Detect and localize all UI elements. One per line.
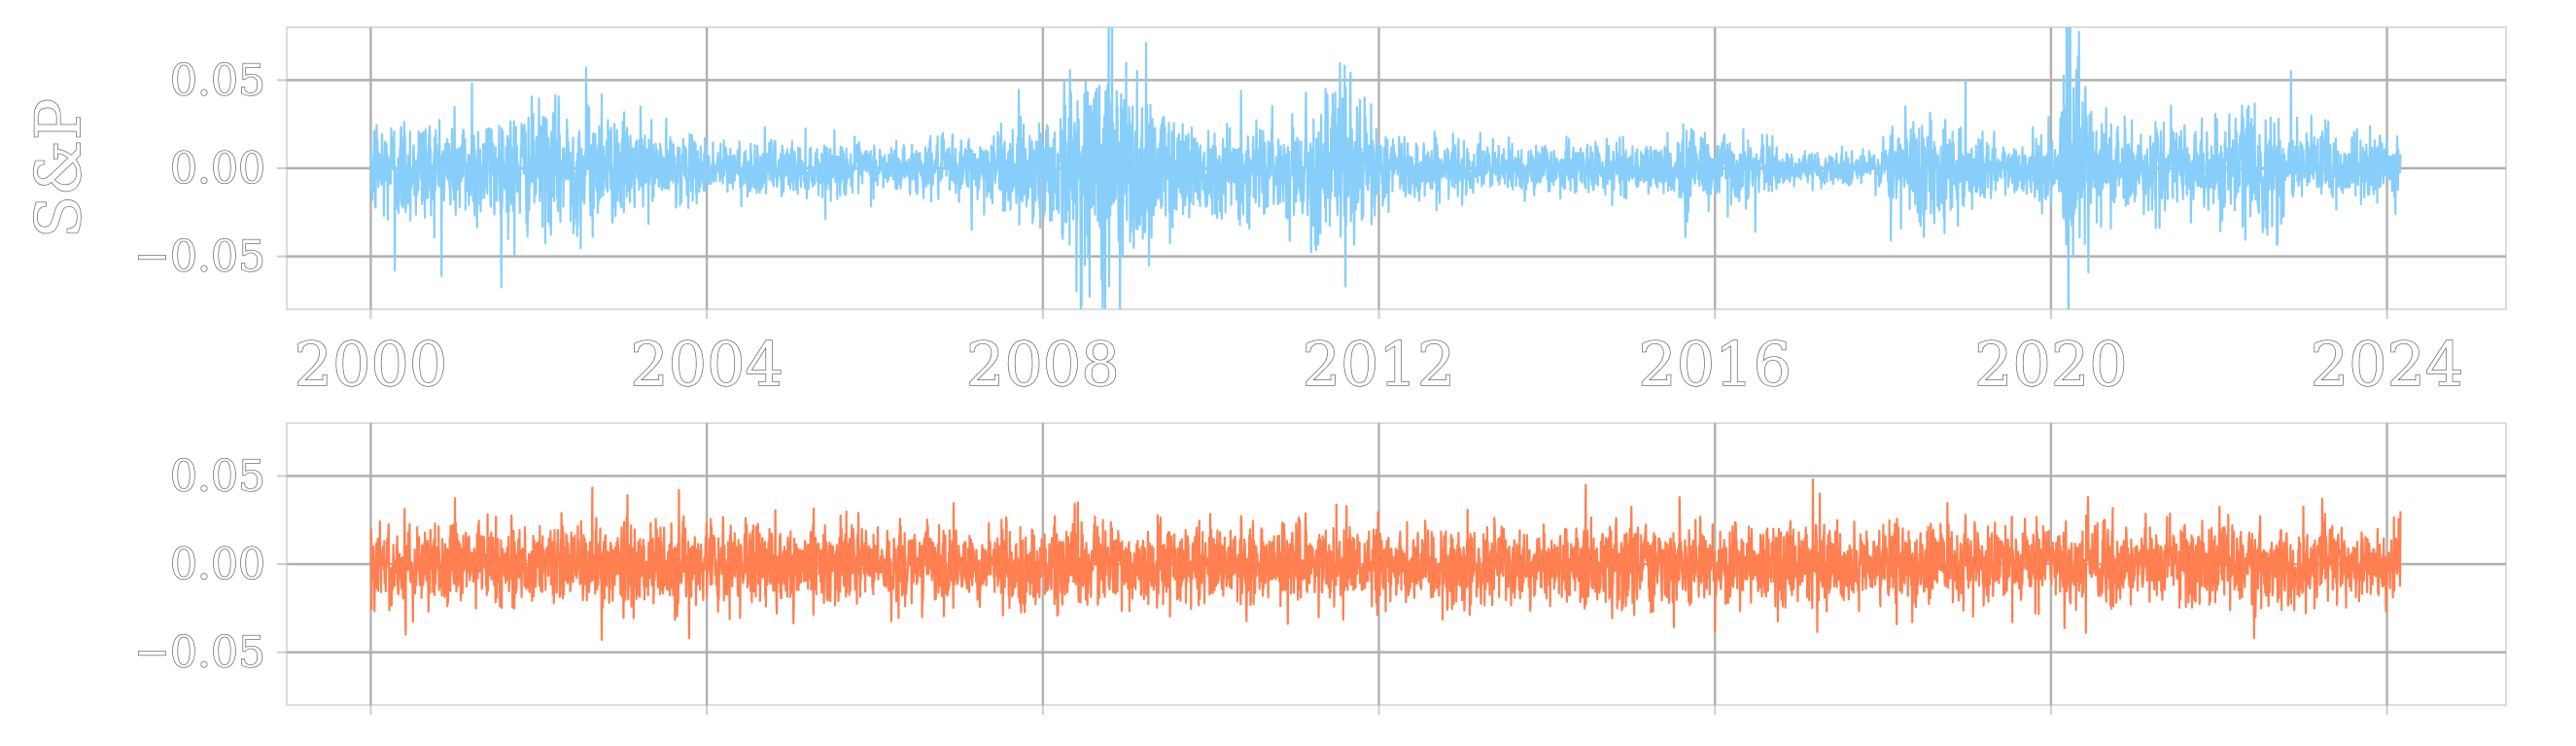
x-tick-label: 2008 — [966, 329, 1120, 400]
sp-returns-panel: −0.05 0.00 0.05 2000 2004 2008 2012 2016 2020 202… — [22, 26, 2507, 401]
x-tick-label: 2012 — [1303, 329, 1456, 400]
series-line — [369, 27, 2402, 309]
x-tick-label: 2024 — [2311, 329, 2464, 400]
series-line — [369, 478, 2402, 641]
y-tick-label: 0.05 — [170, 55, 265, 105]
y-tick-label: 0.00 — [170, 144, 265, 194]
x-tick-label: 2020 — [1974, 329, 2128, 400]
y-tick-label: −0.05 — [134, 232, 265, 282]
x-tick-label: 2004 — [630, 329, 783, 400]
x-tick-label: 2000 — [295, 329, 448, 400]
y-tick-label: −0.05 — [134, 628, 265, 678]
y-tick-label: 0.05 — [170, 451, 265, 501]
simulated-returns-panel: −0.05 0.00 0.05 — [134, 422, 2507, 715]
y-tick-label: 0.00 — [170, 540, 265, 589]
y-axis-label: S&P — [23, 98, 95, 238]
x-tick-label: 2016 — [1638, 329, 1792, 400]
